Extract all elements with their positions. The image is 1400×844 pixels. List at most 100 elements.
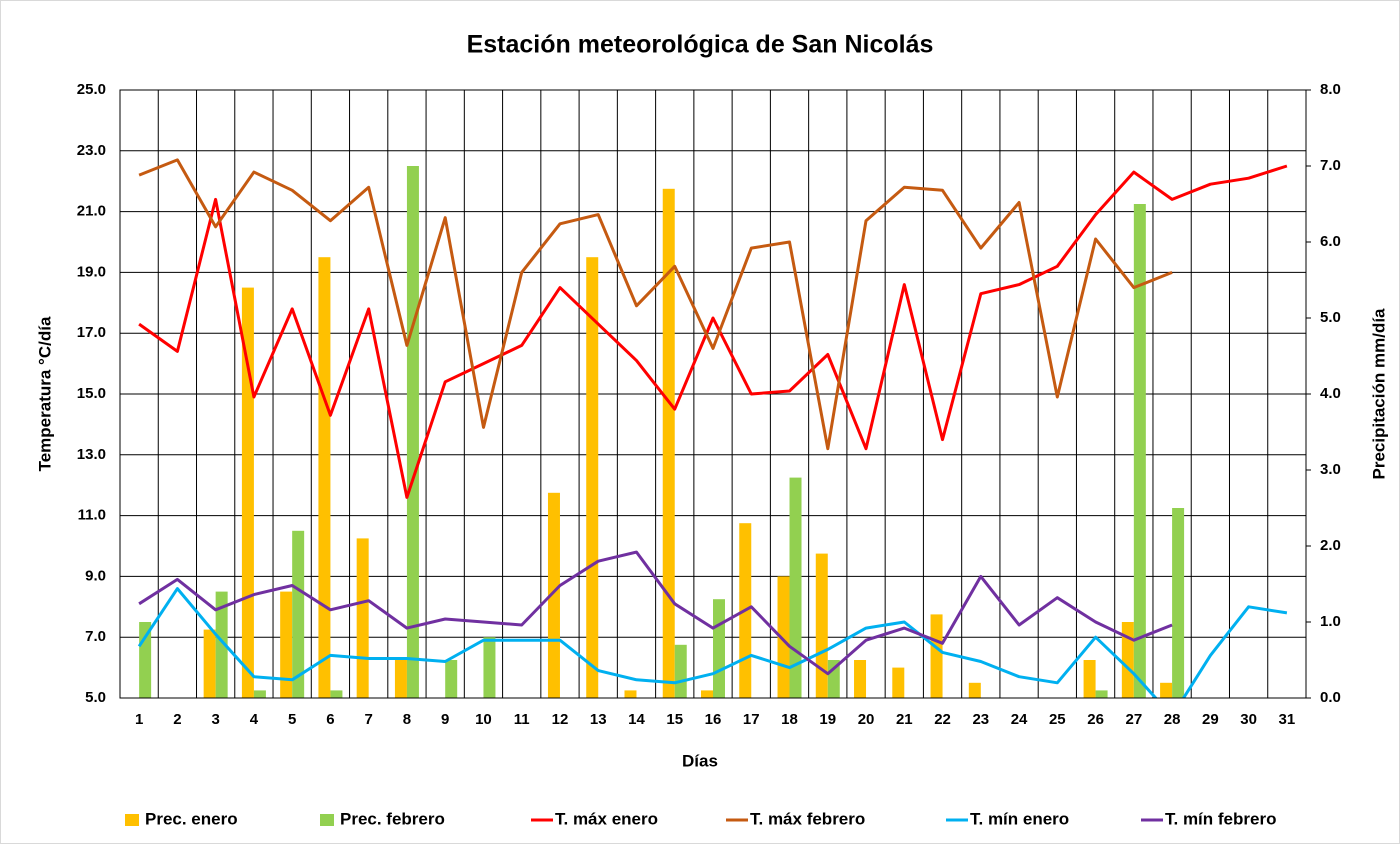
y-axis-label: Temperatura °C/día xyxy=(35,316,54,471)
x-tick-label: 31 xyxy=(1279,711,1296,728)
bar xyxy=(968,682,981,698)
bar xyxy=(445,660,458,698)
bar xyxy=(1121,622,1134,698)
line xyxy=(138,164,1288,499)
plot-border xyxy=(119,89,1307,699)
x-tick-label: 16 xyxy=(705,711,722,728)
x-tick-label: 28 xyxy=(1164,711,1181,728)
x-tick-label: 20 xyxy=(858,711,875,728)
x-axis-label: Días xyxy=(682,751,718,770)
bar xyxy=(1083,660,1096,698)
bar xyxy=(586,257,599,698)
y2-tick-label: 7.0 xyxy=(1320,157,1341,174)
x-tick-label: 25 xyxy=(1049,711,1066,728)
bar xyxy=(854,660,867,698)
x-tick-label: 29 xyxy=(1202,711,1219,728)
line xyxy=(138,550,1173,676)
x-tick-label: 11 xyxy=(514,711,530,728)
y-tick-label: 17.0 xyxy=(77,324,106,341)
bar xyxy=(662,188,675,698)
bar xyxy=(713,599,725,698)
legend-swatch xyxy=(320,814,334,826)
bar xyxy=(674,644,687,698)
x-tick-label: 22 xyxy=(934,711,951,728)
y2-tick-label: 4.0 xyxy=(1320,385,1341,402)
y2-tick-label: 8.0 xyxy=(1320,81,1341,98)
y2-tick-label: 3.0 xyxy=(1320,461,1341,478)
x-tick-label: 9 xyxy=(441,711,449,728)
bar xyxy=(1095,690,1108,698)
bar xyxy=(1133,204,1146,698)
legend-label: T. mín febrero xyxy=(1165,809,1276,828)
x-tick-label: 18 xyxy=(781,711,798,728)
bar xyxy=(624,690,637,698)
x-tick-label: 4 xyxy=(250,711,259,728)
x-tick-label: 21 xyxy=(896,711,913,728)
bar xyxy=(356,538,369,698)
y-tick-label: 5.0 xyxy=(85,689,106,706)
y2-tick-label: 6.0 xyxy=(1320,233,1341,250)
y-tick-label: 13.0 xyxy=(77,446,106,463)
x-tick-label: 2 xyxy=(173,711,181,728)
y-tick-label: 21.0 xyxy=(77,203,106,220)
y-tick-label: 25.0 xyxy=(77,81,106,98)
bar xyxy=(215,591,228,698)
bar xyxy=(1172,508,1185,698)
legend-label: Prec. febrero xyxy=(340,809,445,828)
line xyxy=(137,587,1288,698)
bar xyxy=(789,477,802,698)
bar xyxy=(815,553,828,698)
y-tick-label: 9.0 xyxy=(85,567,106,584)
x-tick-label: 8 xyxy=(403,711,411,728)
x-tick-label: 13 xyxy=(590,711,607,728)
x-tick-label: 5 xyxy=(288,711,296,728)
x-tick-label: 1 xyxy=(135,711,143,728)
x-tick-label: 19 xyxy=(819,711,836,728)
y-tick-label: 19.0 xyxy=(77,263,106,280)
x-tick-label: 10 xyxy=(475,711,492,728)
y-tick-label: 23.0 xyxy=(77,142,106,159)
x-tick-label: 17 xyxy=(743,711,760,728)
x-tick-label: 12 xyxy=(552,711,569,728)
x-tick-label: 26 xyxy=(1087,711,1104,728)
bar xyxy=(394,660,407,698)
x-tick-label: 15 xyxy=(666,711,683,728)
y-tick-label: 11.0 xyxy=(78,507,106,524)
bar xyxy=(330,690,343,698)
legend-label: T. máx enero xyxy=(555,809,658,828)
bar xyxy=(292,530,305,698)
x-tick-label: 6 xyxy=(326,711,334,728)
legend-label: T. mín enero xyxy=(970,809,1069,828)
x-tick-label: 3 xyxy=(211,711,219,728)
x-tick-label: 14 xyxy=(628,711,645,728)
bar xyxy=(701,690,713,698)
x-tick-label: 24 xyxy=(1011,711,1028,728)
x-tick-label: 23 xyxy=(972,711,989,728)
bar xyxy=(483,637,496,698)
legend-label: T. máx febrero xyxy=(750,809,865,828)
y2-tick-label: 5.0 xyxy=(1320,309,1341,326)
bar xyxy=(253,690,266,698)
bar xyxy=(930,614,943,698)
y2-tick-label: 1.0 xyxy=(1320,613,1341,630)
y-tick-label: 7.0 xyxy=(85,628,106,645)
y2-tick-label: 2.0 xyxy=(1320,537,1341,554)
bar xyxy=(280,591,293,698)
line xyxy=(138,158,1173,451)
legend-label: Prec. enero xyxy=(145,809,238,828)
bar xyxy=(318,257,331,698)
x-tick-label: 7 xyxy=(365,711,373,728)
bar xyxy=(892,667,905,698)
y2-axis-label: Precipitación mm/día xyxy=(1369,308,1388,480)
legend-swatch xyxy=(125,814,139,826)
bar xyxy=(406,166,419,698)
bar xyxy=(203,629,216,698)
x-tick-label: 30 xyxy=(1240,711,1257,728)
bar xyxy=(547,492,560,698)
bar xyxy=(1160,682,1173,698)
y-tick-label: 15.0 xyxy=(77,385,106,402)
x-tick-label: 27 xyxy=(1125,711,1142,728)
chart-title: Estación meteorológica de San Nicolás xyxy=(467,31,934,59)
plot-area xyxy=(137,158,1288,698)
